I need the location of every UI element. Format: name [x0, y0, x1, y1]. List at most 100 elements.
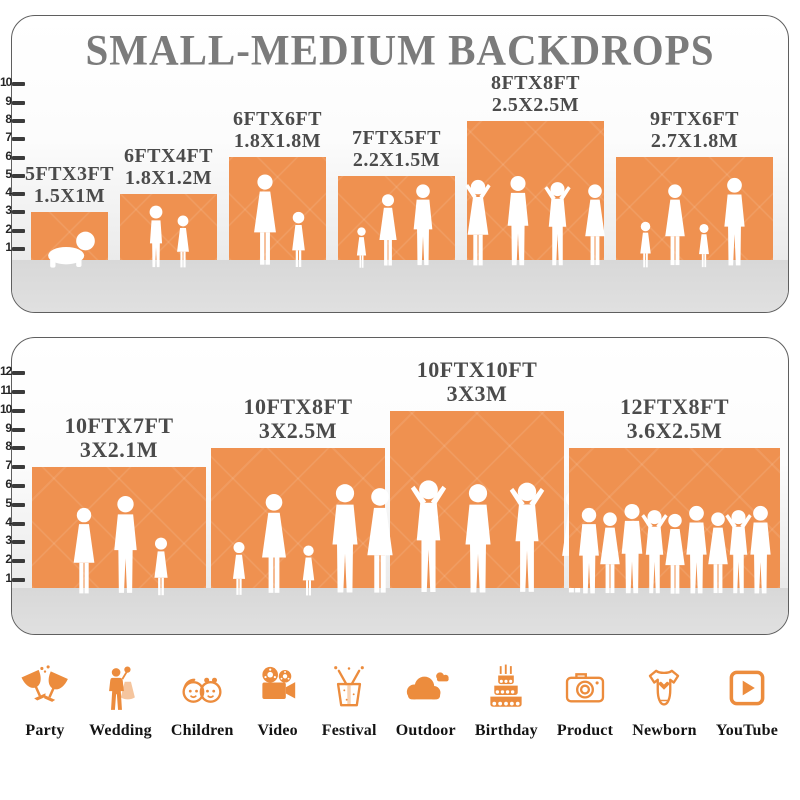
size-label-meters: 3X2.5M: [258, 417, 338, 443]
category-item-outdoor: Outdoor: [396, 655, 456, 740]
ruler-tick: [12, 427, 25, 432]
backdrop-size-label: 8FTX8FT 2.5X2.5M: [491, 72, 580, 116]
size-label-feet: 6FTX4FT: [123, 145, 214, 167]
ruler-tick: [12, 118, 25, 123]
ruler-tick: [12, 484, 25, 488]
ruler-number: 11: [0, 383, 12, 397]
backdrop-size-label: 10FTX8FT 3X2.5M: [243, 394, 352, 443]
ruler-number: 2: [5, 552, 12, 567]
man-silhouette: [742, 505, 779, 597]
small-backdrops-panel-section: SMALL-MEDIUM BACKDROPS 5FTX3FT 1.5X1M 6FTX…: [0, 15, 792, 313]
category-item-youtube: YouTube: [716, 655, 778, 740]
category-label: Birthday: [474, 722, 538, 739]
category-label: YouTube: [715, 722, 778, 739]
backdrop-size-label: 7FTX5FT 2.2X1.5M: [352, 127, 441, 171]
festival-icon: [324, 663, 374, 713]
ruler-tick: [12, 540, 25, 545]
ruler-tick: [12, 137, 25, 142]
size-label-feet: 6FTX6FT: [232, 108, 323, 130]
size-label-feet: 9FTX6FT: [649, 108, 740, 130]
size-label-feet: 10FTX10FT: [416, 356, 538, 382]
backdrop-rect-5ftx3ft: 5FTX3FT 1.5X1M: [25, 163, 114, 260]
man-silhouette: [406, 183, 440, 269]
girl-silhouette: [636, 221, 655, 269]
size-label-feet: 8FTX8FT: [490, 72, 581, 94]
ruler-number: 9: [5, 420, 12, 435]
man-silhouette: [455, 483, 501, 597]
ruler-tick: [12, 408, 25, 413]
backdrop-panel-top: SMALL-MEDIUM BACKDROPS 5FTX3FT 1.5X1M 6FTX…: [11, 15, 789, 313]
category-item-children: Children: [171, 655, 234, 740]
backdrop-row: 5FTX3FT 1.5X1M 6FTX4FT 1.8X1.2M 6FTX6FT 1.8X1…: [12, 72, 788, 260]
backdrop-size-label: 6FTX4FT 1.8X1.2M: [124, 145, 213, 189]
size-label-feet: 12FTX8FT: [619, 393, 730, 419]
ruler-number: 8: [5, 111, 12, 126]
category-item-wedding: Wedding: [89, 655, 152, 740]
backdrop-size-label: 10FTX7FT 3X2.1M: [64, 412, 174, 462]
product-icon: [560, 663, 610, 713]
backdrop-size-label: 10FTX10FT 3X3M: [416, 356, 538, 406]
children-icon: [177, 663, 227, 713]
size-label-meters: 1.8X1.2M: [124, 167, 213, 189]
ruler-number: 3: [5, 203, 12, 218]
outdoor-icon: [401, 663, 451, 713]
backdrop-rect-9ftx6ft: 9FTX6FT 2.7X1.8M: [616, 108, 773, 260]
category-label: Festival: [321, 722, 377, 739]
category-label: Video: [257, 722, 298, 739]
boy-silhouette: [143, 205, 169, 269]
ruler-tick: [12, 192, 25, 197]
woman-silhouette: [246, 173, 284, 269]
woman-silhouette: [358, 487, 402, 597]
ruler-tick: [12, 228, 25, 233]
category-label: Outdoor: [395, 722, 456, 739]
womanup-silhouette: [460, 179, 496, 269]
ruler-number: 4: [5, 185, 12, 200]
size-label-meters: 3X2.1M: [79, 436, 159, 462]
ruler-tick: [12, 578, 25, 582]
category-item-newborn: Newborn: [632, 655, 697, 740]
ruler-tick: [12, 100, 25, 105]
backdrop-rect-8ftx8ft: 8FTX8FT 2.5X2.5M: [467, 72, 604, 260]
ruler-number: 7: [5, 458, 12, 473]
girl-silhouette: [695, 223, 713, 269]
man-silhouette: [716, 177, 753, 269]
backdrop-rect-10ftx10ft: 10FTX10FT 3X3M: [390, 357, 564, 588]
party-icon: [20, 663, 70, 713]
size-label-meters: 2.5X2.5M: [491, 94, 580, 116]
backdrop-panel-bottom: 10FTX7FT 3X2.1M 10FTX8FT 3X2.5M 10FTX10FT 3X3…: [11, 337, 789, 635]
newborn-icon: [639, 663, 689, 713]
size-label-feet: 10FTX7FT: [64, 412, 174, 438]
category-label: Party: [25, 722, 65, 739]
woman-silhouette: [253, 493, 295, 597]
ruler-tick: [12, 155, 25, 160]
size-label-meters: 2.2X1.5M: [352, 149, 441, 171]
ruler-number: 3: [5, 533, 12, 548]
ruler-number: 1: [5, 240, 12, 254]
ruler-tick: [12, 173, 25, 178]
size-label-meters: 3X3M: [446, 380, 508, 406]
manup-silhouette: [504, 481, 550, 597]
ruler-number: 6: [5, 148, 12, 163]
size-label-feet: 5FTX3FT: [24, 163, 115, 185]
ruler-tick: [12, 210, 25, 215]
baby-silhouette: [36, 229, 103, 269]
girl-silhouette: [287, 211, 310, 269]
people-silhouettes: [596, 177, 789, 269]
category-label: Product: [556, 722, 614, 739]
ruler-number: 4: [5, 514, 12, 529]
category-item-birthday: Birthday: [475, 655, 538, 740]
wedding-icon: [95, 663, 145, 713]
man-silhouette: [105, 495, 146, 597]
category-item-party: Party: [20, 655, 70, 740]
size-label-meters: 1.8X1.8M: [233, 130, 322, 152]
category-label: Newborn: [632, 722, 697, 739]
ruler-tick: [12, 559, 25, 564]
youtube-icon: [722, 663, 772, 713]
backdrop-size-label: 6FTX6FT 1.8X1.8M: [233, 108, 322, 152]
category-row: Party Wedding Children Video Festival Outdoor…: [0, 655, 800, 765]
backdrop-rect-10ftx8ft: 10FTX8FT 3X2.5M: [211, 394, 385, 588]
backdrop-size-label: 12FTX8FT 3.6X2.5M: [619, 393, 730, 443]
woman-silhouette: [658, 183, 692, 269]
ruler-number: 8: [5, 439, 12, 454]
backdrop-rect-12ftx8ft: 12FTX8FT 3.6X2.5M: [569, 394, 780, 588]
